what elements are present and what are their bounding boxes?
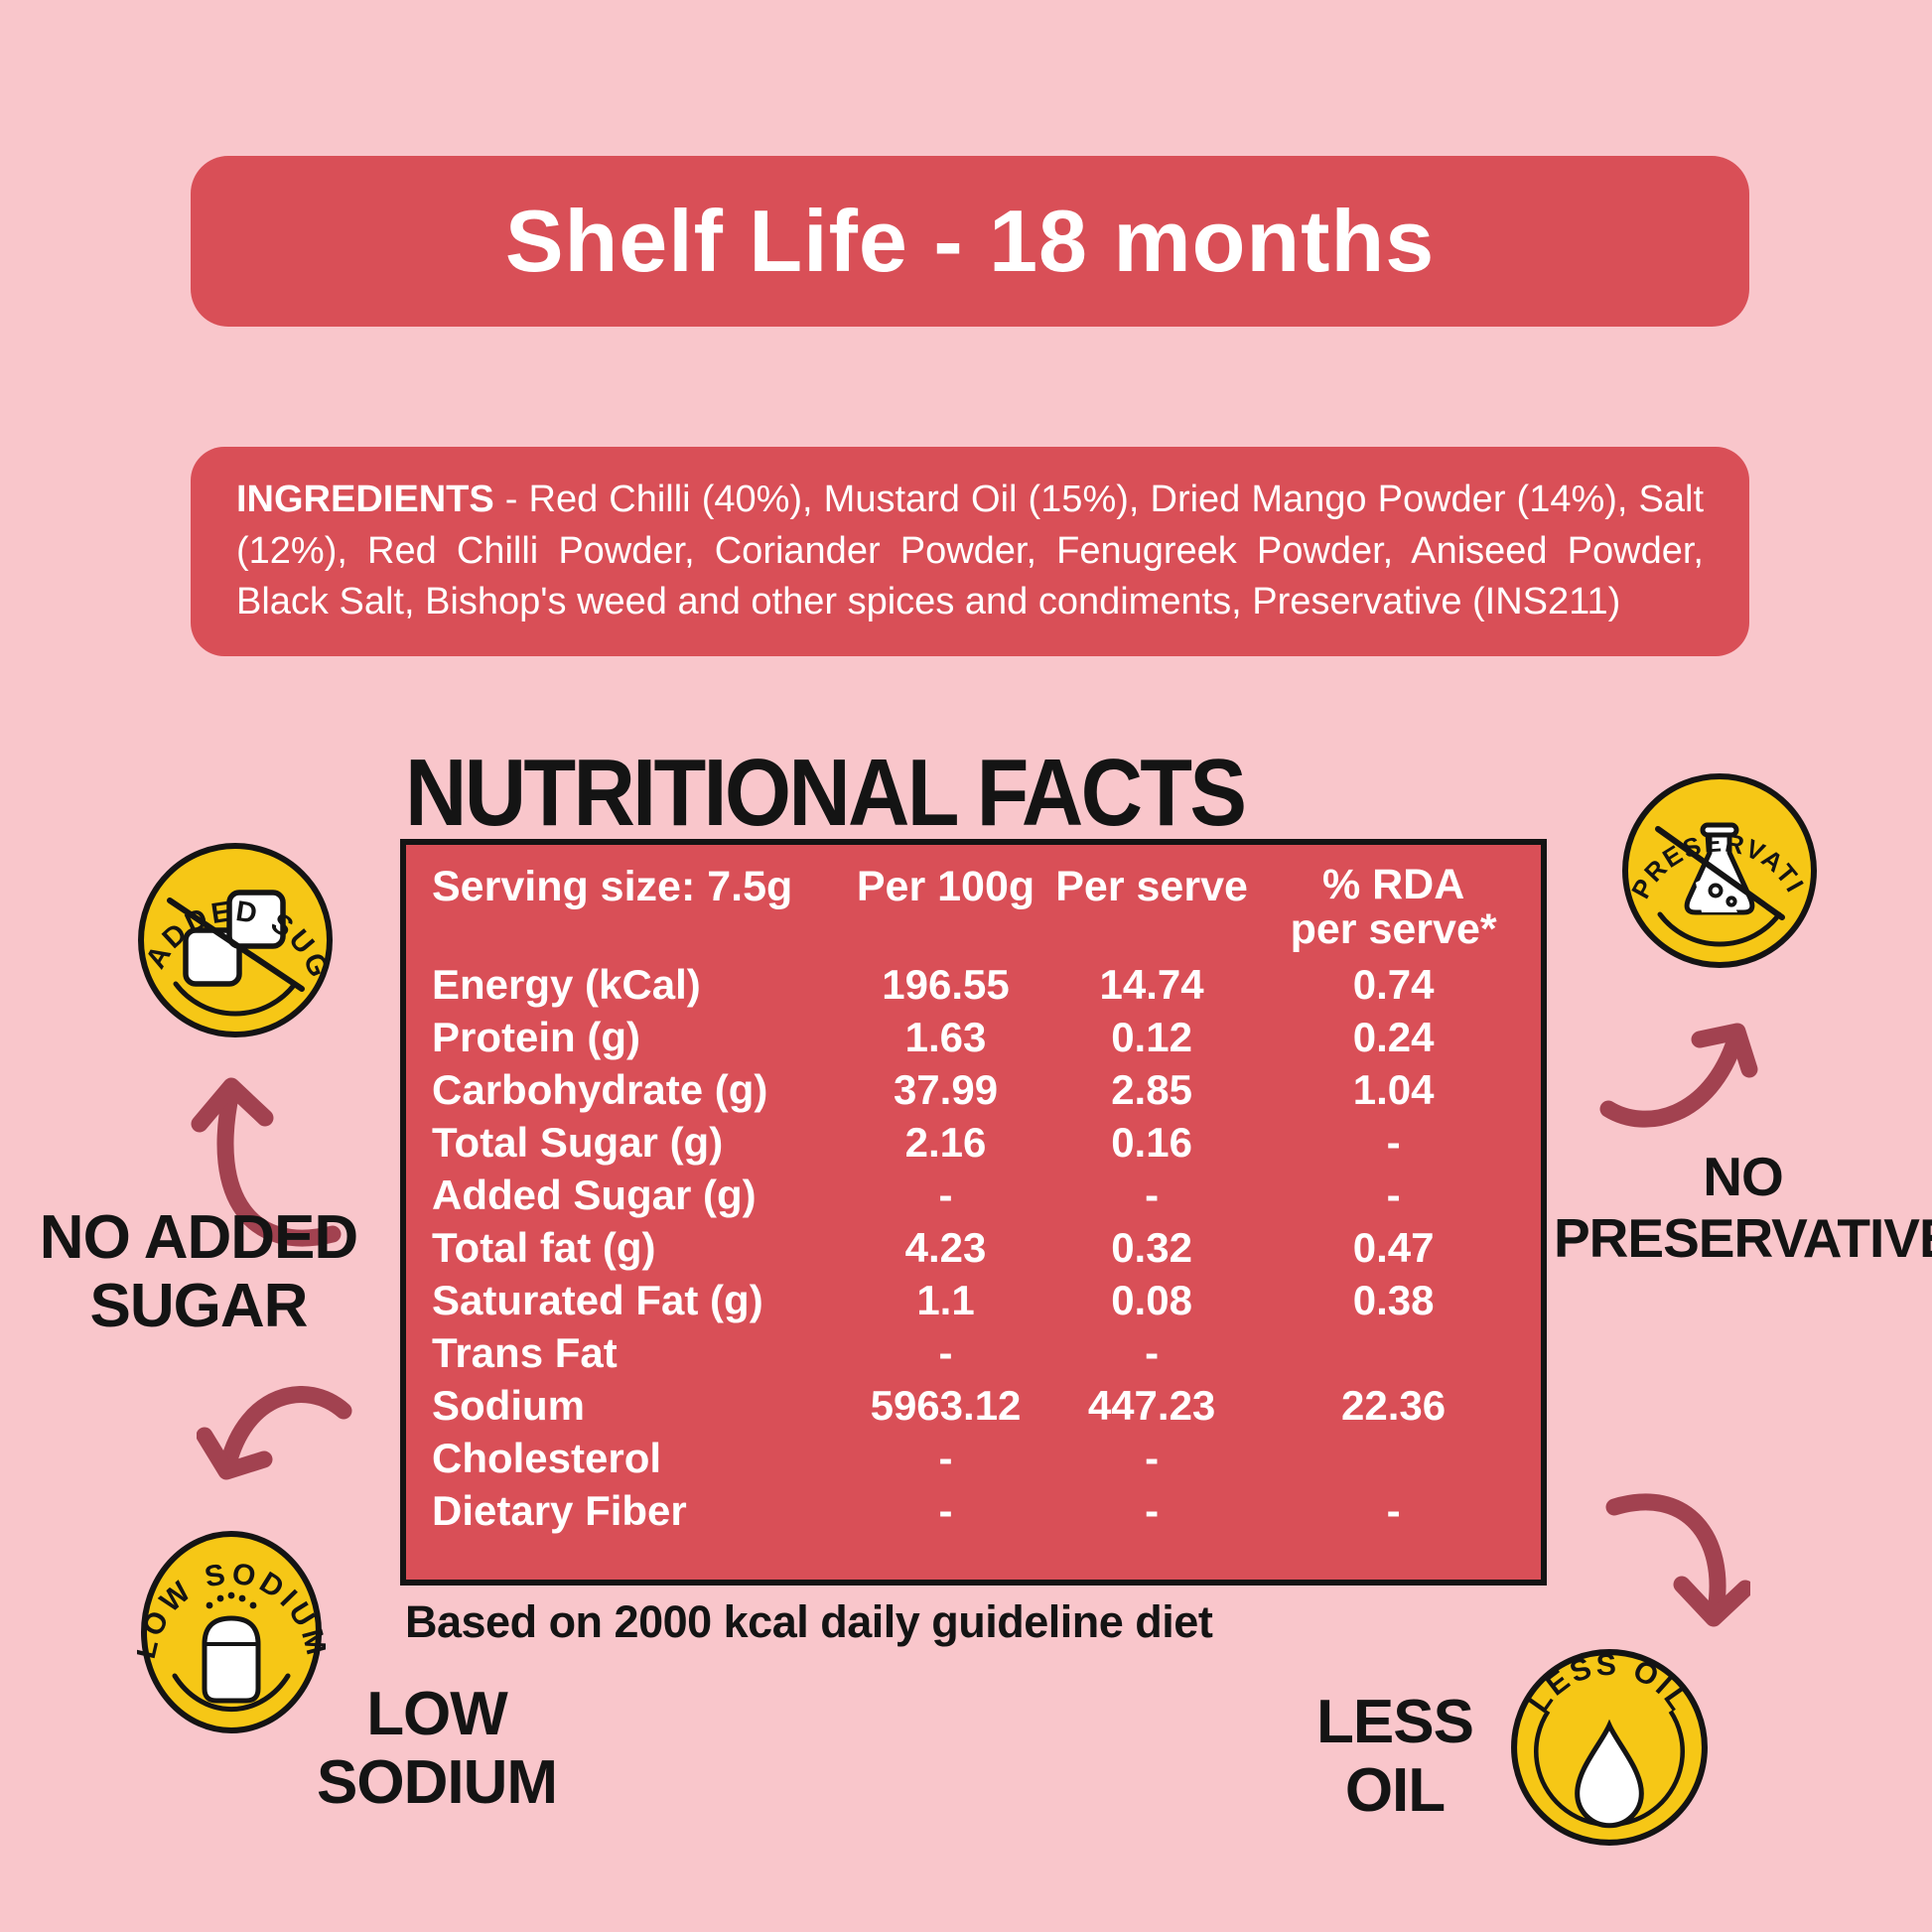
- value-per-100g: 5963.12: [870, 1381, 1022, 1429]
- column-rda: % RDA per serve*: [1290, 861, 1497, 954]
- slash-line: [1655, 826, 1785, 920]
- value-per-100g: -: [938, 1486, 953, 1534]
- value-rda: 0.74: [1352, 960, 1435, 1008]
- value-per-serve: 0.08: [1111, 1276, 1192, 1323]
- table-row: Cholesterol - -: [406, 1432, 1541, 1484]
- value-per-100g: -: [938, 1434, 953, 1481]
- nutrient-name: Protein (g): [432, 1013, 640, 1060]
- rda-footnote: Based on 2000 kcal daily guideline diet: [405, 1596, 1213, 1647]
- value-per-100g: -: [938, 1171, 953, 1218]
- value-per-100g: 1.1: [916, 1276, 975, 1323]
- value-per-100g: 37.99: [893, 1065, 999, 1113]
- no-preservatives-badge: NO PRESERVATIVES: [1620, 771, 1817, 968]
- value-per-serve: -: [1145, 1328, 1160, 1376]
- ingredients-label: INGREDIENTS: [236, 479, 494, 520]
- value-per-100g: -: [938, 1328, 953, 1376]
- table-row: Total fat (g) 4.23 0.32 0.47: [406, 1221, 1541, 1274]
- value-per-100g: 4.23: [904, 1223, 987, 1271]
- ingredients-box: INGREDIENTS - Red Chilli (40%), Mustard …: [191, 447, 1749, 657]
- table-row: Energy (kCal) 196.55 14.74 0.74: [406, 958, 1541, 1011]
- serving-size-label: Serving size: 7.5g: [432, 863, 793, 910]
- shelf-life-text: Shelf Life - 18 months: [504, 192, 1436, 290]
- nutrient-name: Trans Fat: [432, 1328, 618, 1376]
- no-preservatives-label: NO PRESERVATIVES: [1554, 1146, 1932, 1269]
- nutrient-name: Cholesterol: [432, 1434, 662, 1481]
- ingredients-text: - Red Chilli (40%), Mustard Oil (15%), D…: [236, 479, 1705, 623]
- value-per-serve: 0.16: [1111, 1118, 1192, 1166]
- no-added-sugar-badge: NO ADDED SUGAR: [136, 841, 333, 1037]
- value-per-serve: 0.32: [1111, 1223, 1192, 1271]
- value-per-serve: -: [1145, 1434, 1160, 1481]
- curved-arrow-down-right-icon: [1605, 1493, 1750, 1627]
- value-rda: 22.36: [1341, 1381, 1447, 1429]
- column-per-100g: Per 100g: [856, 863, 1035, 910]
- value-rda: -: [1386, 1486, 1401, 1534]
- oil-drop-icon: [1575, 1719, 1644, 1829]
- table-row: Dietary Fiber - - -: [406, 1484, 1541, 1537]
- value-per-serve: 2.85: [1111, 1065, 1192, 1113]
- nutrient-name: Carbohydrate (g): [432, 1065, 768, 1113]
- nutrient-name: Total Sugar (g): [432, 1118, 724, 1166]
- low-sodium-label: LOW SODIUM: [317, 1680, 558, 1818]
- value-rda: 1.04: [1352, 1065, 1435, 1113]
- nutrient-name: Added Sugar (g): [432, 1171, 757, 1218]
- slash-line: [167, 897, 305, 992]
- value-per-100g: 2.16: [904, 1118, 987, 1166]
- nutrition-table: Serving size: 7.5g Per 100g Per serve % …: [400, 839, 1547, 1586]
- value-per-serve: -: [1145, 1171, 1160, 1218]
- value-rda: -: [1386, 1171, 1401, 1218]
- nutritional-facts-title: NUTRITIONAL FACTS: [405, 740, 1247, 846]
- table-row: Carbohydrate (g) 37.99 2.85 1.04: [406, 1063, 1541, 1116]
- value-per-serve: 447.23: [1087, 1381, 1216, 1429]
- value-rda: -: [1386, 1118, 1401, 1166]
- value-rda: 0.24: [1352, 1013, 1435, 1060]
- table-row: Added Sugar (g) - - -: [406, 1169, 1541, 1221]
- less-oil-label: LESS OIL: [1316, 1688, 1474, 1826]
- value-rda: 0.38: [1352, 1276, 1435, 1323]
- shelf-life-banner: Shelf Life - 18 months: [191, 156, 1749, 327]
- nutrient-name: Sodium: [432, 1381, 585, 1429]
- less-oil-badge: LESS OIL: [1511, 1649, 1708, 1846]
- curved-arrow-down-icon: [197, 1386, 352, 1480]
- table-header: Serving size: 7.5g Per 100g Per serve % …: [406, 845, 1541, 958]
- nutrient-name: Saturated Fat (g): [432, 1276, 763, 1323]
- value-per-100g: 196.55: [882, 960, 1010, 1008]
- table-row: Total Sugar (g) 2.16 0.16 -: [406, 1116, 1541, 1169]
- value-per-serve: 0.12: [1111, 1013, 1192, 1060]
- value-per-100g: 1.63: [904, 1013, 987, 1060]
- salt-shaker-icon: [202, 1591, 261, 1704]
- nutrient-name: Dietary Fiber: [432, 1486, 687, 1534]
- table-row: Trans Fat - -: [406, 1326, 1541, 1379]
- table-row: Sodium 5963.12 447.23 22.36: [406, 1379, 1541, 1432]
- table-row: Saturated Fat (g) 1.1 0.08 0.38: [406, 1274, 1541, 1326]
- low-sodium-badge: LOW SODIUM: [137, 1531, 326, 1733]
- curved-arrow-up-right-icon: [1599, 1023, 1758, 1128]
- nutrient-name: Energy (kCal): [432, 960, 701, 1008]
- nutrient-name: Total fat (g): [432, 1223, 656, 1271]
- table-row: Protein (g) 1.63 0.12 0.24: [406, 1011, 1541, 1063]
- no-added-sugar-label: NO ADDED SUGAR: [39, 1203, 358, 1341]
- value-rda: 0.47: [1352, 1223, 1435, 1271]
- curved-arrow-up-icon: [191, 1077, 342, 1247]
- value-per-serve: -: [1145, 1486, 1160, 1534]
- sugar-cubes-icon: [183, 890, 286, 987]
- column-per-serve: Per serve: [1055, 863, 1248, 910]
- value-per-serve: 14.74: [1099, 960, 1204, 1008]
